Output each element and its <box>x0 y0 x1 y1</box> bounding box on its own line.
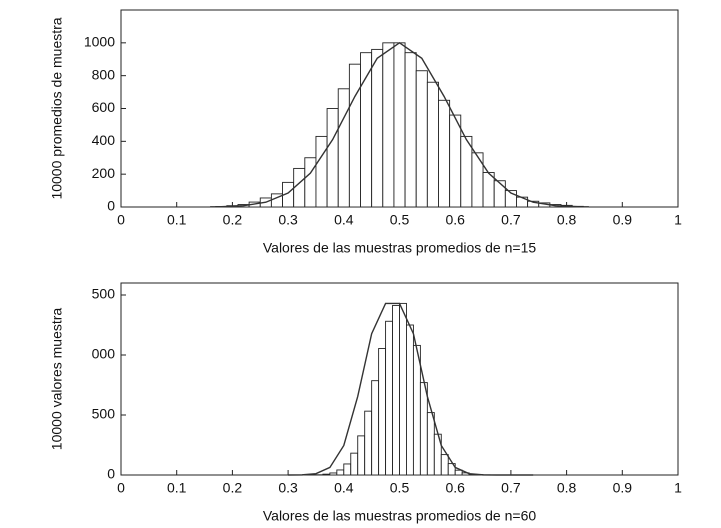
bar <box>454 469 463 476</box>
bar <box>399 302 407 476</box>
bar <box>449 114 462 208</box>
x-tick-label: 0.7 <box>501 480 521 496</box>
bar <box>471 152 484 208</box>
bar <box>315 135 328 208</box>
bar <box>304 157 317 208</box>
bar <box>426 81 439 208</box>
x-tick-label: 0 <box>117 480 125 496</box>
y-tick-label: 600 <box>92 99 116 115</box>
bar <box>415 70 428 208</box>
y-tick-label: 400 <box>92 132 116 148</box>
x-tick-label: 0.2 <box>223 212 243 228</box>
bar <box>419 382 428 476</box>
x-tick-label: 0.8 <box>557 480 577 496</box>
bar <box>426 412 435 476</box>
x-tick-label: 0.8 <box>557 212 577 228</box>
x-tick-label: 0.1 <box>167 480 187 496</box>
bar <box>371 380 380 476</box>
x-tick-label: 1 <box>674 212 682 228</box>
bar <box>385 320 393 476</box>
bar <box>322 473 331 476</box>
bar <box>337 88 350 208</box>
y-axis-label: 10000 valores muestra <box>49 308 65 451</box>
y-tick-label: 0 <box>107 466 115 482</box>
x-tick-label: 0.4 <box>334 212 354 228</box>
x-tick-label: 0.3 <box>278 212 298 228</box>
y-axis-label: 10000 promedios de muestra <box>49 17 65 199</box>
fit-curve <box>288 302 534 476</box>
x-tick-label: 0.5 <box>390 480 410 496</box>
bar <box>440 454 449 476</box>
bar <box>371 48 384 208</box>
x-axis-label: Valores de las muestras promedios de n=6… <box>263 508 536 524</box>
x-axis-label: Valores de las muestras promedios de n=1… <box>263 240 536 256</box>
y-tick-label: 800 <box>92 66 116 82</box>
x-tick-label: 0 <box>117 212 125 228</box>
bar <box>329 472 338 476</box>
x-tick-label: 0.6 <box>445 480 465 496</box>
x-tick-label: 0.6 <box>445 212 465 228</box>
bar <box>326 108 339 208</box>
y-tick-label: 200 <box>92 165 116 181</box>
bar <box>348 63 361 208</box>
x-tick-label: 0.5 <box>390 212 410 228</box>
bar <box>364 410 373 476</box>
bar <box>404 52 417 208</box>
bar <box>343 463 352 476</box>
bar <box>392 304 400 476</box>
bar <box>460 135 473 208</box>
bar <box>412 344 421 476</box>
bar <box>447 463 456 476</box>
y-tick-label: 000 <box>92 346 116 362</box>
y-tick-label: 500 <box>92 406 116 422</box>
x-tick-label: 0.2 <box>223 480 243 496</box>
x-tick-label: 0.3 <box>278 480 298 496</box>
bar <box>350 452 359 476</box>
x-tick-label: 1 <box>674 480 682 496</box>
bar <box>406 324 414 476</box>
x-tick-label: 0.1 <box>167 212 187 228</box>
bar <box>378 348 387 476</box>
bar <box>357 435 366 476</box>
bar <box>493 180 506 208</box>
y-tick-label: 1000 <box>84 34 115 50</box>
y-tick-label: 0 <box>107 198 115 214</box>
bar <box>382 42 395 208</box>
bar <box>393 42 406 208</box>
fit-curve <box>210 41 589 208</box>
x-tick-label: 0.9 <box>613 480 633 496</box>
x-tick-label: 0.4 <box>334 480 354 496</box>
bar <box>293 167 306 208</box>
y-tick-label: 500 <box>92 286 116 302</box>
bar <box>482 172 495 208</box>
bar <box>360 52 373 208</box>
bar <box>336 469 345 476</box>
x-tick-label: 0.7 <box>501 212 521 228</box>
bar <box>438 99 451 208</box>
x-tick-label: 0.9 <box>613 212 633 228</box>
